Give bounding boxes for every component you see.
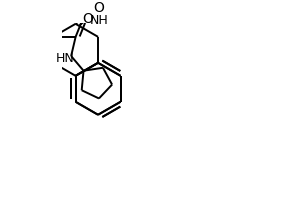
Text: NH: NH: [90, 14, 109, 27]
Text: HN: HN: [56, 52, 74, 65]
Text: O: O: [82, 12, 93, 26]
Text: O: O: [93, 1, 104, 15]
